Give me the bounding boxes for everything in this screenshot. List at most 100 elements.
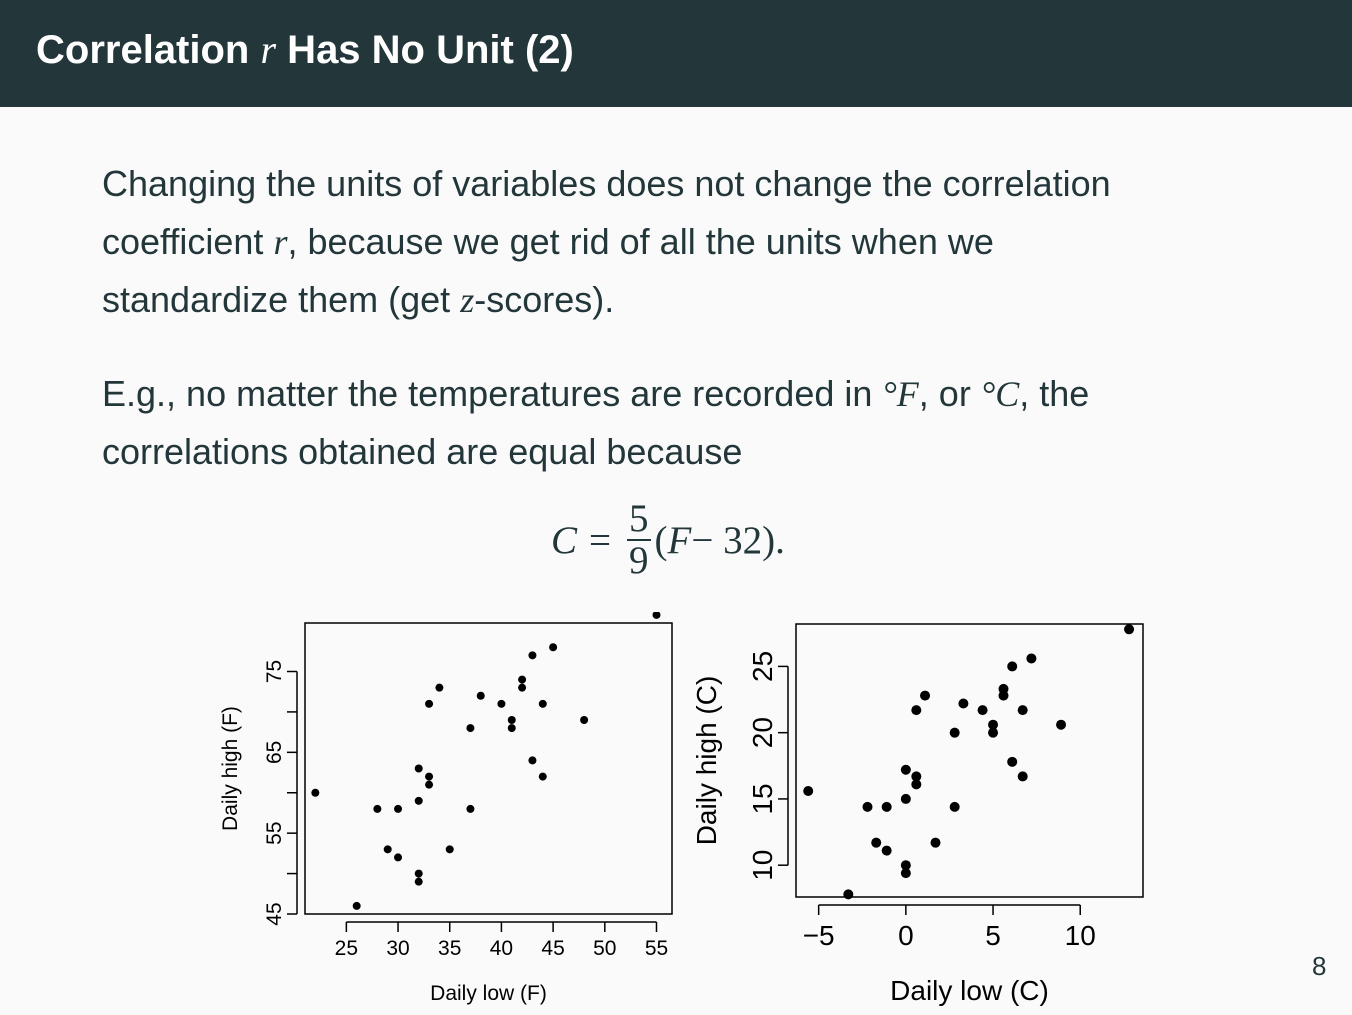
data-point bbox=[383, 845, 392, 854]
paragraph-units: Changing the units of variables does not… bbox=[102, 155, 1262, 329]
y-tick-label: 15 bbox=[747, 783, 778, 814]
y-tick-label: 65 bbox=[263, 741, 286, 764]
paragraph-units-line-3: standardize them (get z-scores). bbox=[102, 271, 1262, 329]
data-point bbox=[911, 779, 922, 790]
unit-celsius: °C bbox=[980, 374, 1020, 414]
data-point bbox=[476, 691, 485, 700]
data-point bbox=[930, 837, 941, 848]
data-point bbox=[435, 683, 444, 692]
data-point bbox=[988, 727, 999, 738]
y-tick-label: 75 bbox=[263, 660, 286, 683]
conversion-equation: C = 5 9 (F − 32). bbox=[551, 492, 785, 588]
data-point bbox=[881, 801, 892, 812]
fraction-denominator: 9 bbox=[627, 539, 651, 582]
fraction-numerator: 5 bbox=[629, 497, 649, 540]
data-point bbox=[352, 901, 361, 910]
data-point bbox=[862, 801, 873, 812]
data-point bbox=[911, 771, 922, 782]
x-tick-label: 25 bbox=[335, 937, 358, 960]
x-tick-label: 40 bbox=[490, 937, 513, 960]
data-point bbox=[425, 699, 434, 708]
data-point bbox=[998, 683, 1009, 694]
data-point bbox=[1007, 661, 1018, 672]
data-point bbox=[900, 764, 911, 775]
y-tick-label: 45 bbox=[263, 902, 286, 925]
x-tick-label: 45 bbox=[541, 937, 564, 960]
data-point bbox=[394, 853, 403, 862]
data-point bbox=[414, 764, 423, 773]
plot-frame bbox=[304, 622, 673, 915]
data-point bbox=[900, 860, 911, 871]
data-point bbox=[843, 889, 854, 900]
y-tick-label: 10 bbox=[747, 850, 778, 881]
data-point bbox=[988, 719, 999, 730]
data-point bbox=[425, 772, 434, 781]
data-point bbox=[911, 705, 922, 716]
data-point bbox=[1026, 653, 1037, 664]
paragraph-example-line-2: correlations obtained are equal because bbox=[102, 431, 743, 472]
x-tick-label: 0 bbox=[898, 920, 914, 951]
scatter-plot-celsius-svg: −5 0 5 10 Daily low (C) 10 15 20 25 Daily high (C… bbox=[691, 623, 1144, 1006]
data-point bbox=[803, 785, 814, 796]
variable-z: z bbox=[460, 280, 475, 320]
variable-r: r bbox=[273, 222, 288, 262]
equation-open-paren: ( bbox=[654, 518, 668, 562]
equation-equals: = bbox=[589, 518, 612, 562]
data-point bbox=[580, 716, 589, 724]
x-tick-label: 30 bbox=[386, 937, 409, 960]
p1-l3-b: -scores). bbox=[474, 279, 615, 320]
data-point bbox=[528, 651, 537, 660]
data-point bbox=[1124, 624, 1135, 635]
data-point bbox=[958, 698, 969, 709]
data-point bbox=[538, 772, 547, 781]
paragraph-example-line-1: E.g., no matter the temperatures are rec… bbox=[102, 365, 1262, 423]
x-tick-label: 50 bbox=[593, 937, 616, 960]
x-tick-label: 55 bbox=[645, 937, 668, 960]
y-axis-label: Daily high (F) bbox=[219, 706, 242, 831]
equation-rhs-rest: − 32). bbox=[691, 518, 785, 562]
p2-l1-c: , the bbox=[1019, 373, 1090, 414]
y-tick-label: 25 bbox=[747, 651, 778, 682]
plot-frame bbox=[795, 623, 1144, 898]
p2-l1-b: , or bbox=[918, 373, 981, 414]
data-point bbox=[445, 845, 454, 854]
data-point bbox=[425, 780, 434, 789]
x-axis-label: Daily low (C) bbox=[890, 975, 1049, 1006]
data-point bbox=[394, 804, 403, 813]
slide-header: Correlation r Has No Unit (2) bbox=[0, 0, 1352, 107]
x-tick-label: −5 bbox=[803, 920, 835, 951]
data-point bbox=[920, 690, 931, 701]
p1-l3-a: standardize them (get bbox=[102, 279, 461, 320]
equation-fraction: 5 9 bbox=[627, 499, 651, 581]
data-point bbox=[414, 869, 423, 878]
data-point bbox=[518, 675, 527, 684]
data-point bbox=[871, 837, 882, 848]
slide-title-post: Has No Unit (2) bbox=[276, 28, 574, 72]
data-point bbox=[414, 796, 423, 805]
data-point bbox=[1017, 705, 1028, 716]
data-point bbox=[900, 868, 911, 879]
data-point bbox=[977, 705, 988, 716]
paragraph-units-line-1: Changing the units of variables does not… bbox=[102, 163, 1111, 204]
data-point bbox=[949, 801, 960, 812]
data-point bbox=[881, 845, 892, 856]
data-point bbox=[652, 610, 661, 619]
data-point bbox=[466, 724, 475, 733]
data-point bbox=[549, 643, 558, 652]
paragraph-units-line-2: coefficient r, because we get rid of all… bbox=[102, 213, 1262, 271]
data-point bbox=[311, 788, 320, 797]
data-point bbox=[373, 804, 382, 813]
scatter-plot-celsius: −5 0 5 10 Daily low (C) 10 15 20 25 Daily high (C… bbox=[680, 612, 1160, 1015]
data-point bbox=[497, 699, 506, 708]
y-axis-label: Daily high (C) bbox=[691, 676, 722, 846]
data-point bbox=[1007, 756, 1018, 767]
x-tick-label: 5 bbox=[985, 920, 1001, 951]
x-tick-label: 35 bbox=[438, 937, 461, 960]
y-tick-label: 20 bbox=[747, 717, 778, 748]
equation-lhs: C bbox=[551, 518, 578, 562]
slide-title-pre: Correlation bbox=[36, 28, 261, 72]
p2-l1-a: E.g., no matter the temperatures are rec… bbox=[102, 373, 883, 414]
data-point bbox=[507, 716, 516, 724]
data-point bbox=[900, 793, 911, 804]
scatter-plot-fahrenheit-svg: 25 30 35 40 45 50 55 Daily low (F) 45 55 65 75 Daily… bbox=[219, 610, 673, 1005]
